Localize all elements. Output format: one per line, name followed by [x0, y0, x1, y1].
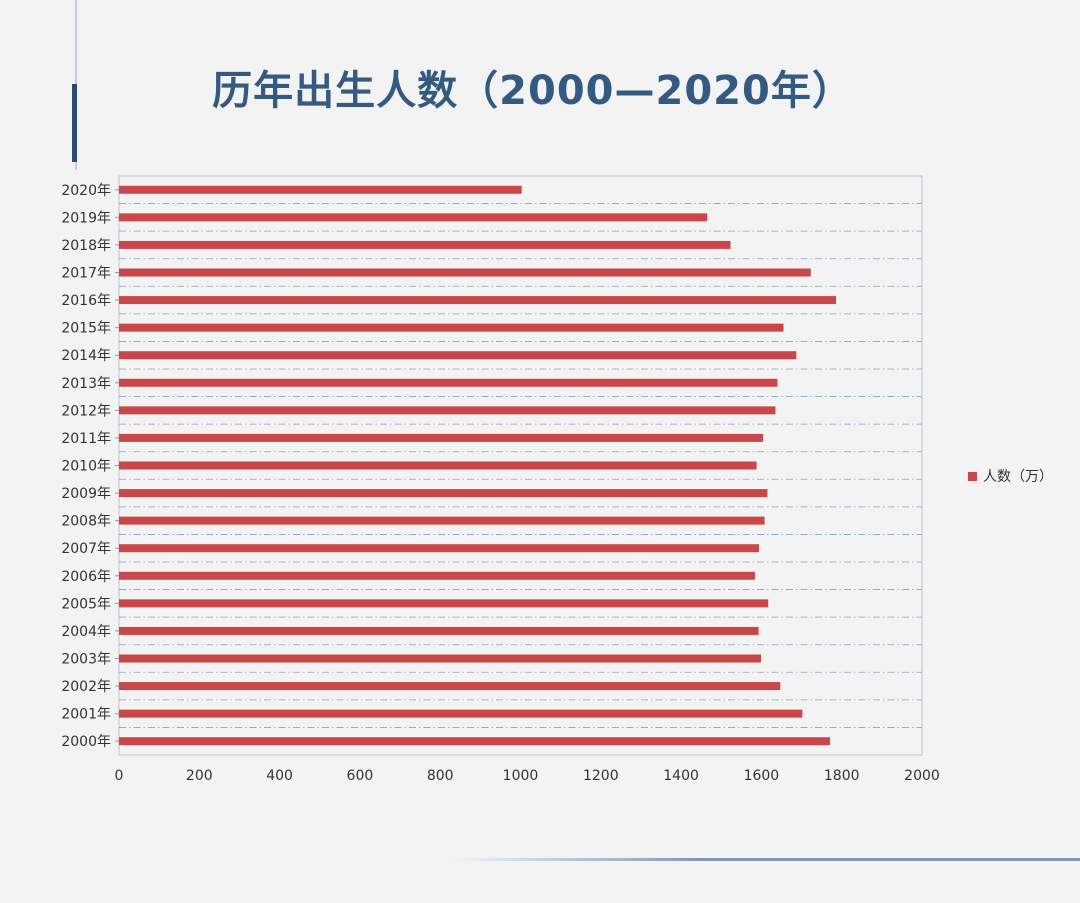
- x-tick-label: 1800: [824, 768, 860, 784]
- y-tick-label: 2006年: [61, 569, 111, 585]
- bar: [119, 737, 831, 746]
- bar: [119, 571, 755, 580]
- y-tick-label: 2015年: [61, 321, 111, 337]
- legend-label: 人数（万）: [983, 469, 1053, 485]
- y-tick-label: 2017年: [61, 266, 111, 282]
- x-tick-label: 1000: [503, 768, 539, 784]
- decorative-accent-bar: [72, 84, 77, 162]
- x-tick-label: 200: [186, 768, 213, 784]
- bar: [119, 351, 797, 360]
- y-tick-label: 2020年: [61, 183, 111, 199]
- bar: [119, 516, 765, 525]
- y-tick-label: 2000年: [61, 734, 111, 750]
- y-tick-label: 2005年: [61, 596, 111, 612]
- bar: [119, 323, 784, 332]
- bar: [119, 296, 837, 305]
- y-tick-label: 2013年: [61, 376, 111, 392]
- bar: [119, 185, 522, 194]
- bar: [119, 489, 768, 498]
- decorative-horizontal-line: [450, 858, 1080, 861]
- bar: [119, 461, 757, 470]
- bar: [119, 709, 803, 718]
- bar: [119, 213, 708, 222]
- chart-title: 历年出生人数（2000—2020年）: [212, 68, 853, 114]
- x-tick-label: 800: [427, 768, 454, 784]
- bar: [119, 599, 769, 608]
- x-tick-label: 0: [115, 768, 124, 784]
- bar: [119, 406, 776, 415]
- y-tick-label: 2007年: [61, 541, 111, 557]
- bar: [119, 626, 759, 635]
- x-tick-label: 400: [266, 768, 293, 784]
- x-tick-label: 600: [347, 768, 374, 784]
- y-tick-label: 2011年: [61, 431, 111, 447]
- bar: [119, 544, 759, 553]
- y-tick-label: 2008年: [61, 514, 111, 530]
- x-tick-label: 1400: [663, 768, 699, 784]
- legend-swatch: [968, 471, 977, 481]
- bar: [119, 378, 778, 387]
- legend: 人数（万）: [968, 466, 1053, 486]
- y-tick-label: 2016年: [61, 293, 111, 309]
- bar: [119, 268, 811, 277]
- x-tick-label: 2000: [904, 768, 940, 784]
- bar: [119, 654, 761, 663]
- x-tick-label: 1200: [583, 768, 619, 784]
- y-tick-label: 2019年: [61, 210, 111, 226]
- bar: [119, 240, 731, 249]
- y-tick-label: 2003年: [61, 652, 111, 668]
- bar: [119, 433, 764, 442]
- y-tick-label: 2001年: [61, 707, 111, 723]
- y-tick-label: 2012年: [61, 403, 111, 419]
- bar: [119, 682, 781, 691]
- y-tick-label: 2018年: [61, 238, 111, 254]
- y-tick-label: 2014年: [61, 348, 111, 364]
- x-tick-label: 1600: [744, 768, 780, 784]
- y-tick-label: 2004年: [61, 624, 111, 640]
- y-tick-label: 2009年: [61, 486, 111, 502]
- y-tick-label: 2010年: [61, 459, 111, 475]
- y-tick-label: 2002年: [61, 679, 111, 695]
